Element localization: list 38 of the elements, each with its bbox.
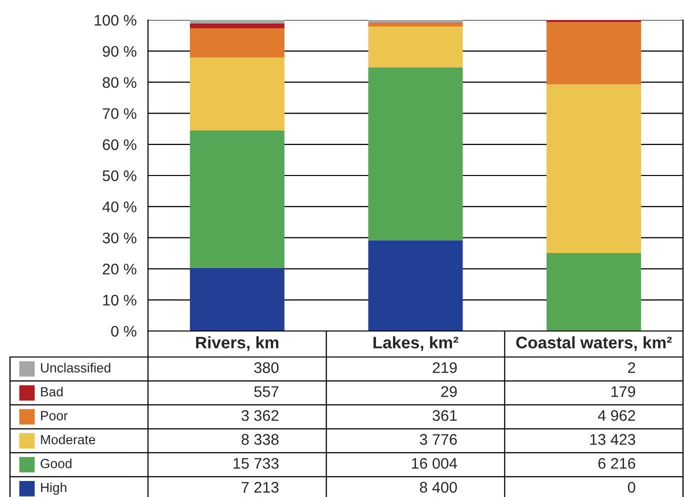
text: 3 362 [242, 410, 278, 421]
x-tick-label: Rivers, km [196, 336, 278, 351]
x-tick-label: Lakes, km² [374, 336, 458, 351]
y-tick-label: 70 % [102, 108, 136, 119]
legend-label: High [41, 482, 66, 495]
y-tick-label: 90 % [102, 46, 136, 57]
y-tick-label: 50 % [102, 170, 136, 182]
text: 29 [441, 386, 457, 397]
legend-label: Good [40, 458, 72, 468]
text: 219 [432, 362, 457, 374]
text: 380 [254, 362, 279, 374]
y-tick-label: 10 % [103, 294, 136, 306]
legend-label: Bad [41, 386, 63, 396]
text: 0 [628, 482, 636, 493]
text: 361 [432, 410, 457, 421]
legend-label: Moderate [41, 434, 96, 444]
x-tick-label: Coastal waters, km² [516, 336, 672, 351]
text: 15 733 [234, 458, 278, 469]
y-tick-label: 0 % [111, 326, 136, 337]
y-tick-label: 100 % [94, 14, 136, 26]
text: 557 [254, 386, 278, 397]
legend-label: Unclassified [41, 362, 110, 373]
text: 13 423 [590, 434, 636, 445]
y-tick-label: 80 % [102, 77, 136, 88]
text: 2 [628, 362, 636, 373]
text: 6 216 [598, 458, 636, 469]
text: 8 400 [420, 482, 457, 493]
text: 7 213 [242, 482, 278, 493]
legend-label: Poor [41, 411, 68, 420]
text: 179 [612, 386, 636, 397]
text: 4 962 [598, 410, 636, 421]
text: 3 776 [420, 434, 457, 445]
y-tick-label: 30 % [102, 232, 136, 244]
text: 16 004 [412, 458, 458, 469]
y-tick-label: 60 % [102, 139, 136, 150]
y-tick-label: 40 % [102, 201, 136, 212]
y-tick-label: 20 % [102, 264, 136, 274]
text: 8 338 [242, 434, 279, 445]
